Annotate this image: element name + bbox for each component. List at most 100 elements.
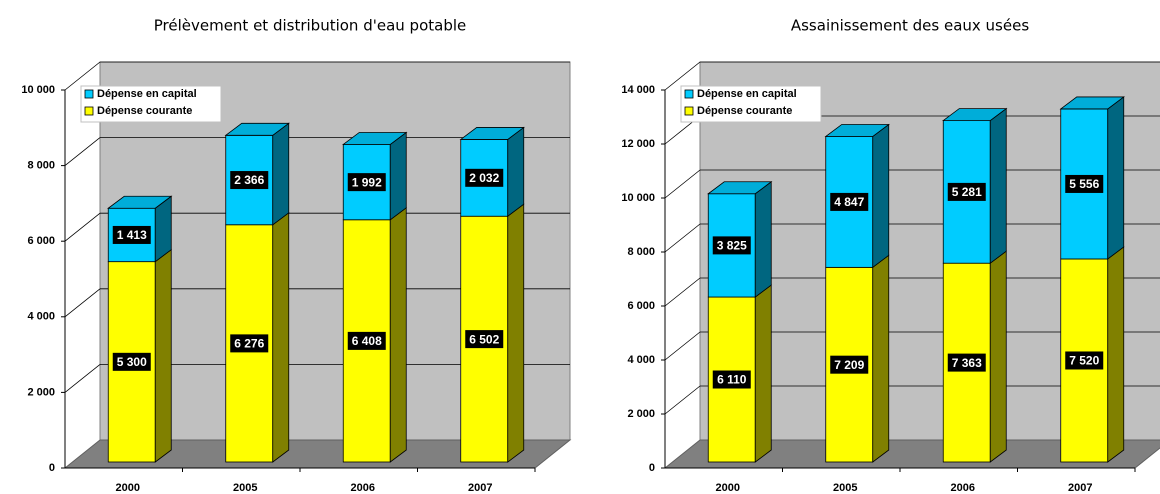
grid-line — [664, 61, 701, 91]
data-label-box — [947, 182, 986, 201]
legend-swatch — [684, 89, 694, 99]
data-label: 5 300 — [117, 355, 147, 369]
bar-side — [1107, 246, 1125, 463]
y-tick-label: 0 — [49, 462, 55, 474]
data-label: 6 502 — [469, 332, 499, 346]
grid-line — [64, 364, 101, 393]
y-tick-label: 14 000 — [621, 84, 655, 96]
y-tick-label: 4 000 — [627, 354, 655, 366]
y-tick-label: 0 — [649, 462, 655, 474]
data-label-box — [112, 225, 151, 244]
bar-top — [824, 124, 890, 137]
data-label-box — [830, 192, 869, 211]
y-tick-label: 2 000 — [27, 386, 55, 398]
bar-side — [507, 203, 525, 463]
bar-side — [154, 248, 172, 463]
data-label: 2 366 — [234, 173, 264, 187]
legend-swatch — [84, 89, 94, 99]
legend-box — [80, 85, 222, 123]
x-tick-label: 2007 — [1068, 482, 1092, 494]
bar-side — [389, 206, 407, 463]
data-label-box — [712, 236, 751, 255]
legend-swatch — [684, 106, 694, 116]
x-tick-label: 2005 — [233, 482, 257, 494]
bar-side — [272, 122, 290, 226]
x-tick-label: 2007 — [468, 482, 492, 494]
grid-line — [664, 223, 701, 253]
legend-label: Dépense courante — [97, 105, 192, 117]
bar-side — [1107, 96, 1125, 260]
y-tick-label: 12 000 — [621, 138, 655, 150]
data-label-box — [112, 352, 151, 371]
data-label-box — [230, 171, 269, 190]
grid-line — [64, 61, 101, 91]
data-label: 6 408 — [352, 334, 382, 348]
data-label-box — [947, 353, 986, 372]
data-label-box — [347, 173, 386, 192]
data-label: 5 556 — [1069, 177, 1099, 191]
bar-side — [754, 180, 772, 298]
y-tick-label: 8 000 — [627, 246, 655, 258]
bar-top — [459, 127, 525, 140]
grid-line — [664, 277, 701, 307]
data-label: 1 992 — [352, 175, 382, 189]
legend-swatch — [84, 106, 94, 116]
y-tick-label: 2 000 — [627, 408, 655, 420]
chart-title: Prélèvement et distribution d'eau potabl… — [154, 17, 467, 35]
bar-side — [872, 254, 890, 463]
data-label-box — [465, 168, 504, 187]
x-tick-label: 2005 — [833, 482, 857, 494]
data-label-box — [465, 330, 504, 349]
bar-side — [872, 123, 890, 269]
bar-side — [272, 211, 290, 463]
bar-side — [507, 126, 525, 218]
y-tick-label: 6 000 — [27, 235, 55, 247]
data-label: 2 032 — [469, 171, 499, 185]
x-tick-label: 2000 — [116, 482, 140, 494]
y-tick-label: 6 000 — [627, 300, 655, 312]
data-label: 4 847 — [834, 195, 864, 209]
data-label: 1 413 — [117, 228, 147, 242]
bar-top — [107, 195, 173, 209]
grid-line — [664, 385, 701, 415]
data-label: 7 520 — [1069, 354, 1099, 368]
data-label-box — [712, 370, 751, 389]
y-tick-label: 4 000 — [27, 311, 55, 323]
bar-top — [942, 108, 1008, 122]
grid-line — [64, 288, 101, 318]
data-label-box — [230, 334, 269, 353]
data-label-box — [1065, 351, 1104, 370]
data-label: 7 209 — [834, 358, 864, 372]
grid-line — [664, 169, 701, 199]
bar-side — [989, 250, 1007, 463]
legend-label: Dépense courante — [697, 105, 792, 117]
legend-label: Dépense en capital — [97, 88, 197, 100]
data-label-box — [1065, 174, 1104, 193]
bar-side — [754, 284, 772, 463]
data-label: 6 276 — [234, 337, 264, 351]
bar-top — [1059, 96, 1125, 110]
x-tick-label: 2006 — [951, 482, 975, 494]
grid-line — [64, 137, 101, 166]
bar-top — [342, 132, 408, 145]
bar-top — [224, 122, 290, 136]
x-tick-label: 2000 — [716, 482, 740, 494]
legend-label: Dépense en capital — [697, 88, 797, 100]
bar-side — [389, 131, 407, 221]
grid-line — [64, 212, 101, 242]
data-label: 3 825 — [717, 239, 747, 253]
data-label-box — [830, 355, 869, 374]
data-label: 7 363 — [952, 356, 982, 370]
bar-side — [989, 107, 1007, 264]
chart-title: Assainissement des eaux usées — [791, 17, 1029, 35]
y-tick-label: 10 000 — [21, 84, 55, 96]
x-tick-label: 2006 — [351, 482, 375, 494]
data-label: 5 281 — [952, 185, 982, 199]
legend-box — [680, 85, 822, 123]
y-tick-label: 8 000 — [27, 160, 55, 172]
y-tick-label: 10 000 — [621, 192, 655, 204]
grid-line — [664, 331, 701, 361]
data-label: 6 110 — [717, 373, 747, 387]
bar-top — [707, 181, 773, 195]
